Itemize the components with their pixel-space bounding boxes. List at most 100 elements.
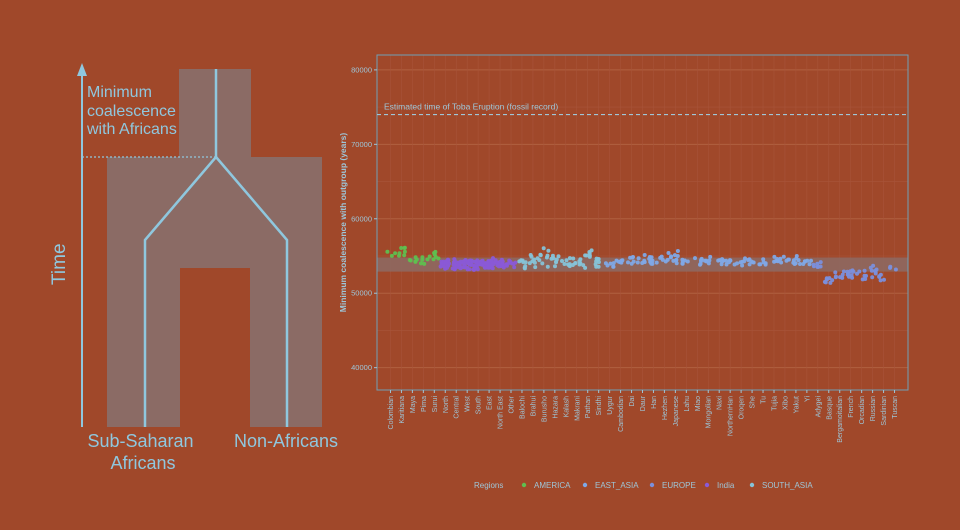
data-point xyxy=(562,262,567,266)
x-tick-label: Maya xyxy=(410,396,417,413)
data-point xyxy=(798,262,802,266)
data-point xyxy=(893,267,898,272)
data-point xyxy=(747,262,752,267)
data-point xyxy=(504,262,509,267)
legend-swatch xyxy=(582,482,588,488)
legend-entry-label: EUROPE xyxy=(662,481,696,490)
x-tick-label: Russian xyxy=(870,396,877,421)
y-tick-label: 70000 xyxy=(351,140,372,149)
data-point xyxy=(554,259,559,264)
data-point xyxy=(674,257,679,262)
data-point xyxy=(385,249,390,254)
x-tick-label: Tu xyxy=(761,396,768,404)
data-point xyxy=(642,253,647,257)
data-point xyxy=(815,261,820,266)
data-point xyxy=(546,248,551,253)
data-point xyxy=(483,261,488,266)
data-point xyxy=(650,261,655,266)
data-point xyxy=(862,268,867,273)
x-tick-label: Naxi xyxy=(717,396,724,410)
shared-block xyxy=(179,157,251,268)
legend-entry-label: India xyxy=(717,481,735,490)
data-point xyxy=(402,249,407,254)
data-point xyxy=(402,253,407,258)
data-point xyxy=(533,265,538,270)
sub-saharan-label: Sub-Saharan Africans xyxy=(87,431,198,473)
data-point xyxy=(571,256,576,261)
data-point xyxy=(740,263,745,268)
data-point xyxy=(636,256,641,261)
data-point xyxy=(452,257,457,262)
data-point xyxy=(540,261,545,266)
data-point xyxy=(545,264,550,269)
data-point xyxy=(763,262,768,267)
data-point xyxy=(680,257,685,262)
data-point xyxy=(587,250,592,254)
x-tick-label: Pathan xyxy=(585,396,592,418)
x-tick-label: Sardinian xyxy=(881,396,888,426)
data-point xyxy=(560,259,564,263)
coalescence-label: Minimum coalescence with Africans xyxy=(86,84,180,138)
data-point xyxy=(517,259,522,264)
data-point xyxy=(833,270,838,275)
gene-tree-right-lineage xyxy=(215,156,289,427)
time-axis-label: Time xyxy=(49,243,70,285)
data-point xyxy=(848,269,853,274)
data-point xyxy=(528,253,533,257)
x-tick-label: Hazara xyxy=(552,396,559,419)
data-point xyxy=(389,253,394,258)
data-point xyxy=(512,265,517,270)
data-point xyxy=(399,246,404,250)
data-point xyxy=(807,262,812,267)
population-blocks xyxy=(107,69,322,427)
data-point xyxy=(611,264,616,269)
x-tick-label: Karitiana xyxy=(399,396,406,424)
data-point xyxy=(833,275,838,280)
x-tick-label: North xyxy=(443,396,450,413)
x-tick-label: Dai xyxy=(629,396,636,407)
x-tick-label: Tuscan xyxy=(892,396,899,419)
x-tick-label: Balochi xyxy=(519,396,526,419)
legend-title: Regions xyxy=(474,481,503,490)
data-point xyxy=(888,265,892,270)
data-point xyxy=(472,267,476,272)
data-point xyxy=(660,257,665,262)
data-point xyxy=(680,261,685,266)
data-point xyxy=(845,269,850,274)
data-point xyxy=(708,254,713,259)
data-point xyxy=(642,260,647,265)
data-point xyxy=(811,264,816,269)
data-point xyxy=(577,262,582,267)
legend: Regions AMERICA EAST_ASIA EUROPE India SOUTH_… xyxy=(474,481,813,490)
x-tick-label: Daur xyxy=(640,395,647,411)
x-tick-label: NorthernHan xyxy=(728,396,735,436)
data-point xyxy=(474,260,479,265)
legend-entry-label: AMERICA xyxy=(534,481,571,490)
data-point xyxy=(603,261,608,266)
data-point xyxy=(757,262,762,267)
time-axis-arrowhead-icon xyxy=(77,63,87,76)
data-point xyxy=(724,258,729,263)
data-point xyxy=(541,246,546,251)
data-point xyxy=(791,260,796,265)
data-point xyxy=(802,259,807,264)
data-point xyxy=(743,256,747,261)
x-tick-label: Lahu xyxy=(684,396,691,412)
legend-entry-label: SOUTH_ASIA xyxy=(762,481,813,490)
data-point xyxy=(779,260,784,265)
data-point xyxy=(699,258,704,263)
data-point xyxy=(815,265,820,269)
data-point xyxy=(425,257,430,262)
data-point xyxy=(818,260,823,265)
x-tick-label: Central xyxy=(454,396,461,419)
x-tick-label: Tujia xyxy=(771,396,778,411)
gene-tree xyxy=(143,69,289,427)
reference-line-group: Estimated time of Toba Eruption (fossil … xyxy=(377,102,908,116)
data-point xyxy=(728,258,732,263)
data-point xyxy=(500,262,505,266)
data-point xyxy=(878,272,883,277)
data-point xyxy=(822,279,827,284)
x-tick-label: West xyxy=(465,396,472,412)
data-point xyxy=(619,260,624,265)
data-point xyxy=(841,269,846,274)
